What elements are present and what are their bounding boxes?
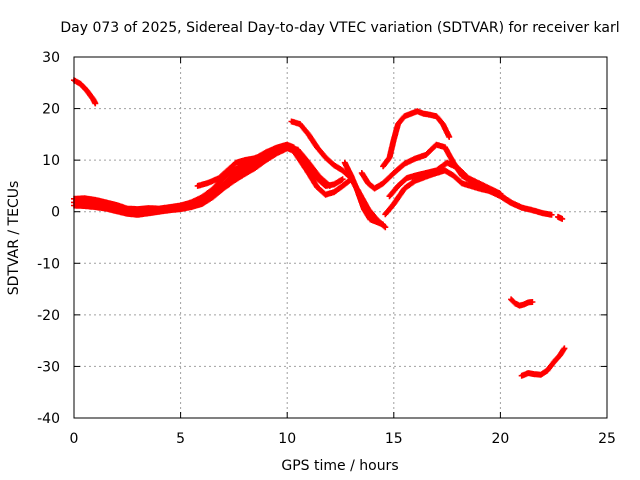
marker-path-track-h <box>380 108 453 170</box>
y-tick-label: 30 <box>42 50 60 66</box>
series-track-n <box>518 345 568 379</box>
series-track-l <box>555 213 566 222</box>
series-track-m <box>508 296 536 309</box>
plot-frame <box>73 56 608 419</box>
y-tick-label: 0 <box>51 205 60 221</box>
marker-path-track-m <box>508 296 536 309</box>
x-tick-label: 0 <box>70 431 79 447</box>
x-tick-label: 10 <box>278 431 296 447</box>
y-axis-label: SDTVAR / TECUs <box>6 181 22 296</box>
marker-path-track-l <box>555 213 566 222</box>
chart-title: Day 073 of 2025, Sidereal Day-to-day VTE… <box>60 20 619 36</box>
marker-path-track-e <box>194 141 291 189</box>
marker-path-track-g <box>341 159 387 228</box>
series-track-h <box>380 108 453 170</box>
y-tick-label: -30 <box>37 359 60 375</box>
series-track-e <box>194 141 291 189</box>
series-track-k <box>386 159 504 200</box>
marker-path-track-n <box>518 345 568 379</box>
y-tick-label: -20 <box>37 308 60 324</box>
tick-labels: 0 5 10 15 20 25 -40 -30 -20 -10 0 10 20 30 <box>37 50 616 447</box>
x-axis-label: GPS time / hours <box>281 458 398 474</box>
y-tick-label: -10 <box>37 256 60 272</box>
axis-ticks <box>73 56 608 419</box>
x-tick-label: 25 <box>598 431 616 447</box>
x-tick-label: 20 <box>491 431 509 447</box>
y-tick-label: 20 <box>42 102 60 118</box>
x-tick-label: 15 <box>385 431 403 447</box>
grid-lines <box>74 57 607 418</box>
data-points <box>71 77 568 379</box>
y-tick-label: 10 <box>42 153 60 169</box>
series-track-g <box>341 159 387 228</box>
marker-path-track-k <box>386 159 504 200</box>
x-tick-label: 5 <box>176 431 185 447</box>
y-tick-label: -40 <box>37 411 60 427</box>
